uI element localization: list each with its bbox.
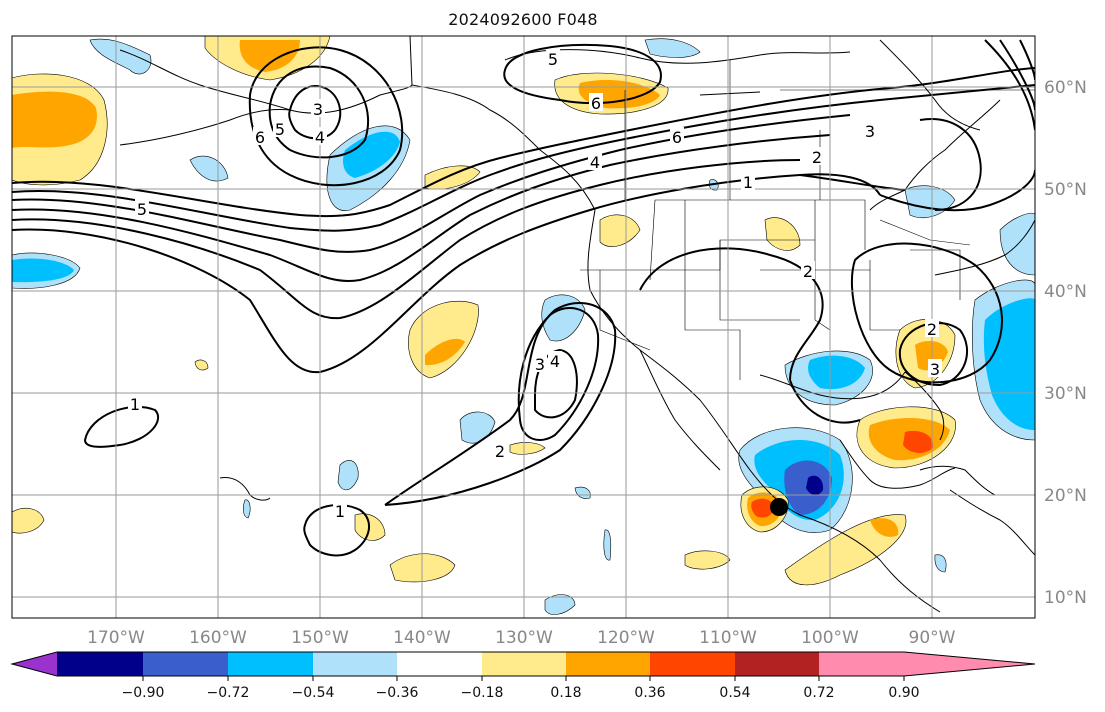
contour-label: 1 (743, 173, 753, 192)
map-area: 1 1 1 2 2 2 2 3 3 3 3 4 4 4 5 5 5 6 6 6 (12, 36, 1035, 618)
contour-label: 5 (548, 50, 558, 69)
contour-label: 2 (495, 442, 505, 461)
lon-label: 170°W (87, 628, 145, 648)
contour-label: 5 (275, 120, 285, 139)
map-title: 2024092600 F048 (448, 10, 598, 29)
longitude-axis: 170°W 160°W 150°W 140°W 130°W 120°W 110°… (87, 628, 956, 648)
contour-label: 3 (930, 360, 940, 379)
contour-label: 4 (550, 352, 560, 371)
lat-label: 60°N (1044, 78, 1087, 98)
lon-label: 120°W (597, 628, 655, 648)
colorbar-segment (650, 652, 735, 676)
colorbar-extend-max (904, 652, 1035, 676)
lon-label: 90°W (909, 628, 956, 648)
contour-lines (12, 39, 1035, 557)
lon-label: 150°W (291, 628, 349, 648)
colorbar-tick-label: −0.72 (207, 685, 250, 701)
shaded-fields (12, 36, 1035, 615)
contour-label: 3 (865, 122, 875, 141)
contour-label: 1 (335, 502, 345, 521)
colorbar-segment (313, 652, 397, 676)
contour-label: 6 (672, 128, 682, 147)
contour-label-layer: 1 1 1 2 2 2 2 3 3 3 3 4 4 4 5 5 5 6 6 6 (128, 49, 942, 521)
lat-label: 40°N (1044, 282, 1087, 302)
colorbar-segment (735, 652, 819, 676)
colorbar-tick-label: 0.72 (803, 685, 834, 701)
storm-center-marker (770, 498, 788, 516)
contour-label: 2 (927, 320, 937, 339)
colorbar-segment (143, 652, 228, 676)
colorbar-segment (228, 652, 313, 676)
contour-label: 6 (591, 94, 601, 113)
contour-label: 2 (803, 262, 813, 281)
colorbar-tick-label: −0.90 (122, 685, 165, 701)
lat-label: 30°N (1044, 384, 1087, 404)
graticule (12, 36, 1035, 618)
colorbar-tick-label: 0.18 (550, 685, 581, 701)
colorbar-tick-label: −0.18 (461, 685, 504, 701)
contour-label: 4 (315, 128, 325, 147)
lat-label: 10°N (1044, 588, 1087, 608)
contour-label: 5 (137, 200, 147, 219)
lon-label: 130°W (495, 628, 553, 648)
colorbar-segment (819, 652, 904, 676)
latitude-axis: 60°N 50°N 40°N 30°N 20°N 10°N (1044, 78, 1087, 608)
colorbar-segment (482, 652, 566, 676)
colorbar-segment (566, 652, 650, 676)
lat-label: 20°N (1044, 486, 1087, 506)
contour-label: 3 (535, 355, 545, 374)
colorbar-extend-min (12, 652, 57, 676)
contour-label: 1 (130, 395, 140, 414)
contour-label: 3 (313, 100, 323, 119)
contour-label: 4 (590, 153, 600, 172)
map-frame (11, 35, 1036, 619)
colorbar-tick-label: 0.90 (888, 685, 919, 701)
colorbar-tick-label: −0.54 (292, 685, 335, 701)
colorbar-segment (397, 652, 482, 676)
colorbar-tick-label: −0.36 (376, 685, 419, 701)
lon-label: 110°W (699, 628, 757, 648)
lon-label: 160°W (189, 628, 247, 648)
colorbar-segment (57, 652, 143, 676)
colorbar: −0.90 −0.72 −0.54 −0.36 −0.18 0.18 0.36 … (10, 651, 1036, 701)
lat-label: 50°N (1044, 180, 1087, 200)
contour-label: 6 (255, 128, 265, 147)
lon-label: 100°W (801, 628, 859, 648)
lon-label: 140°W (393, 628, 451, 648)
contour-label: 2 (812, 148, 822, 167)
colorbar-tick-label: 0.54 (719, 685, 750, 701)
colorbar-tick-label: 0.36 (634, 685, 665, 701)
